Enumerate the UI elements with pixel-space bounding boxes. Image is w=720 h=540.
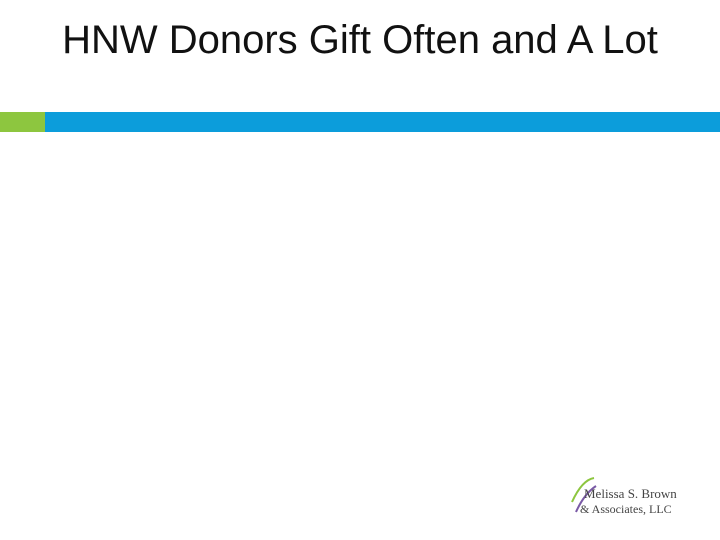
logo-text: & Associates, LLC — [580, 502, 672, 516]
accent-bar — [0, 112, 45, 132]
logo-swoosh — [571, 477, 597, 513]
slide-title: HNW Donors Gift Often and A Lot — [62, 18, 658, 62]
header-bar — [45, 112, 720, 132]
logo-text: Melissa S. Brown — [584, 486, 677, 501]
logo: Melissa S. Brown & Associates, LLC — [562, 472, 678, 524]
